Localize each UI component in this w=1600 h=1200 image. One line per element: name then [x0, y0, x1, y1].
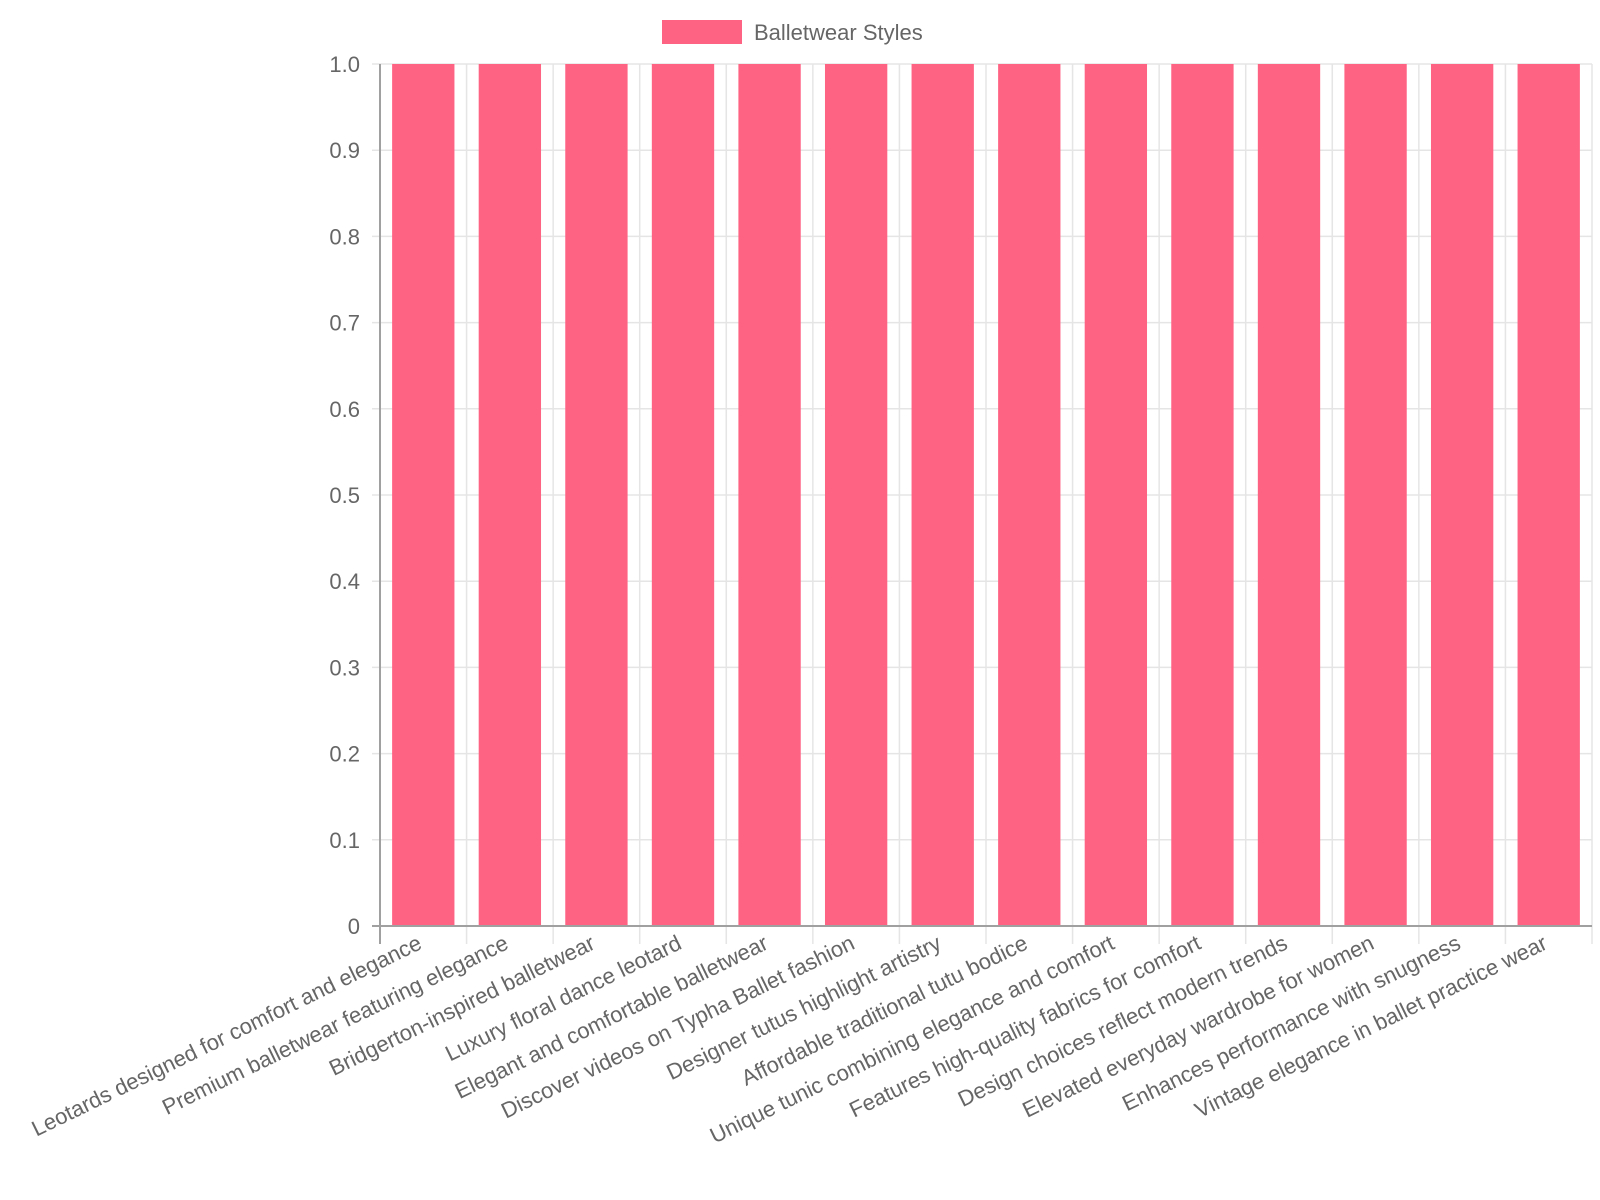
y-tick-labels: 0 0.1 0.2 0.3 0.4 0.5 0.6 0.7 0.8 0.9 1.0 — [329, 52, 360, 939]
bar[interactable] — [738, 64, 801, 926]
bar[interactable] — [911, 64, 974, 926]
bar[interactable] — [1171, 64, 1234, 926]
y-tick-label: 0.4 — [329, 569, 360, 594]
y-tick-label: 0.2 — [329, 742, 360, 767]
y-tick-label: 0 — [348, 914, 360, 939]
y-tick-label: 0.3 — [329, 655, 360, 680]
x-tick-label: Leotards designed for comfort and elegan… — [28, 930, 426, 1141]
bar[interactable] — [565, 64, 628, 926]
y-tick-label: 0.8 — [329, 224, 360, 249]
bar[interactable] — [1344, 64, 1407, 926]
y-tick-label: 0.1 — [329, 828, 360, 853]
legend: Balletwear Styles — [662, 20, 923, 45]
bar[interactable] — [1517, 64, 1580, 926]
legend-label[interactable]: Balletwear Styles — [754, 20, 923, 45]
legend-swatch[interactable] — [662, 20, 742, 44]
bar[interactable] — [651, 64, 715, 926]
y-tick-label: 0.6 — [329, 397, 360, 422]
bar[interactable] — [392, 64, 455, 926]
bar[interactable] — [1084, 64, 1148, 926]
y-tick-label: 0.7 — [329, 311, 360, 336]
y-tick-label: 0.9 — [329, 138, 360, 163]
x-tick-labels: Leotards designed for comfort and elegan… — [28, 930, 1551, 1148]
y-tick-label: 1.0 — [329, 52, 360, 77]
bars — [392, 64, 1580, 926]
bar[interactable] — [824, 64, 888, 926]
grid-lines — [372, 63, 1593, 944]
bar[interactable] — [998, 64, 1061, 926]
bar[interactable] — [478, 64, 542, 926]
bar[interactable] — [1430, 64, 1494, 926]
bar[interactable] — [1257, 64, 1321, 926]
axes — [372, 64, 1592, 944]
y-tick-label: 0.5 — [329, 483, 360, 508]
